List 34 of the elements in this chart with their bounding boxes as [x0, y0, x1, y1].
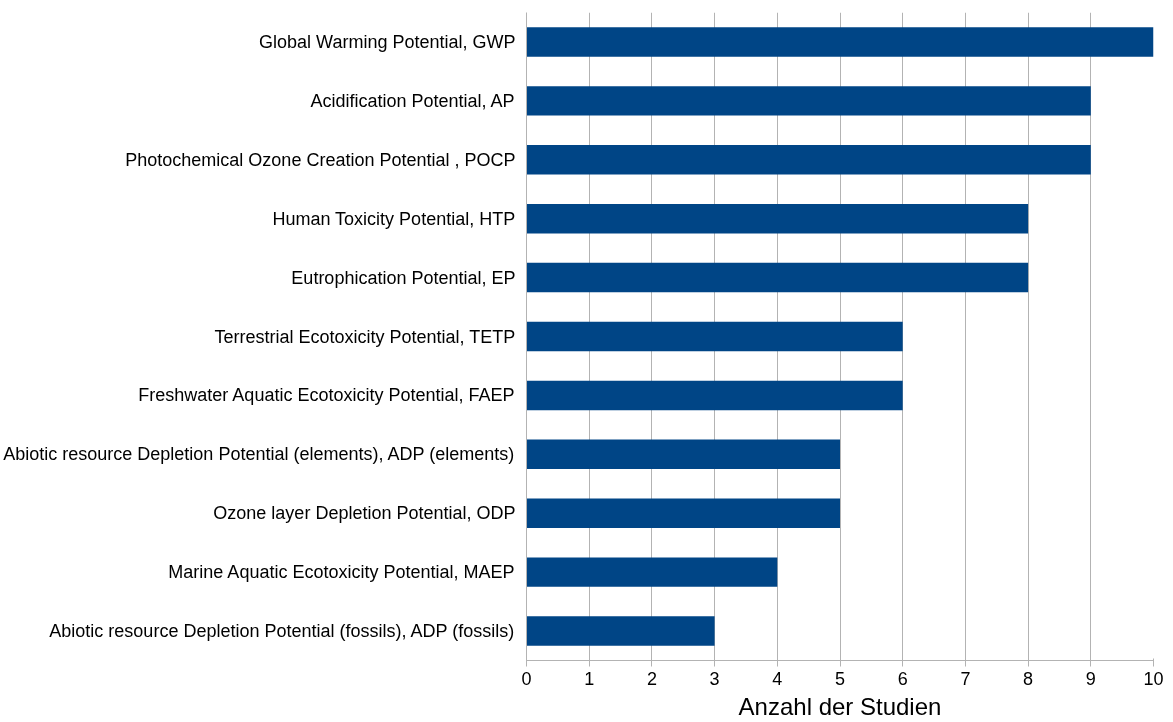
y-tick-label: Abiotic resource Depletion Potential (fossils), ADP (fossils)	[49, 621, 515, 642]
bar	[526, 380, 903, 411]
bar	[526, 86, 1091, 116]
y-tick-label: Abiotic resource Depletion Potential (elements), ADP (elements)	[3, 444, 515, 465]
bar	[526, 145, 1091, 175]
y-tick-label: Freshwater Aquatic Ecotoxicity Potential, FAEP	[138, 385, 515, 406]
x-tick-label: 9	[1085, 668, 1096, 689]
x-tick-label: 8	[1023, 668, 1034, 689]
x-tick-label: 7	[960, 668, 971, 689]
bar	[526, 203, 1029, 234]
bar	[526, 321, 903, 352]
bar	[526, 27, 1154, 57]
y-tick-label: Marine Aquatic Ecotoxicity Potential, MAEP	[168, 562, 515, 583]
x-axis-title: Anzahl der Studien	[738, 692, 942, 720]
y-tick-label: Acidification Potential, AP	[310, 90, 515, 111]
x-tick-label: 3	[709, 668, 720, 689]
x-tick-label: 6	[897, 668, 908, 689]
y-tick-label: Terrestrial Ecotoxicity Potential, TETP	[214, 326, 516, 347]
bar	[526, 498, 840, 528]
bar	[526, 557, 778, 587]
y-tick-label: Photochemical Ozone Creation Potential , POCP	[125, 149, 516, 170]
x-tick-label: 10	[1143, 668, 1164, 689]
bar	[526, 439, 840, 470]
y-tick-label: Eutrophication Potential, EP	[291, 267, 516, 288]
x-tick-label: 5	[834, 668, 846, 689]
x-tick-label: 1	[584, 668, 595, 689]
x-tick-label: 2	[646, 668, 657, 689]
x-tick-label: 4	[772, 668, 783, 689]
bar	[526, 616, 715, 646]
bar	[526, 262, 1029, 293]
y-tick-label: Human Toxicity Potential, HTP	[272, 208, 516, 229]
y-tick-label: Ozone layer Depletion Potential, ODP	[213, 503, 516, 524]
x-tick-label: 0	[521, 668, 532, 689]
y-tick-label: Global Warming Potential, GWP	[259, 31, 516, 52]
